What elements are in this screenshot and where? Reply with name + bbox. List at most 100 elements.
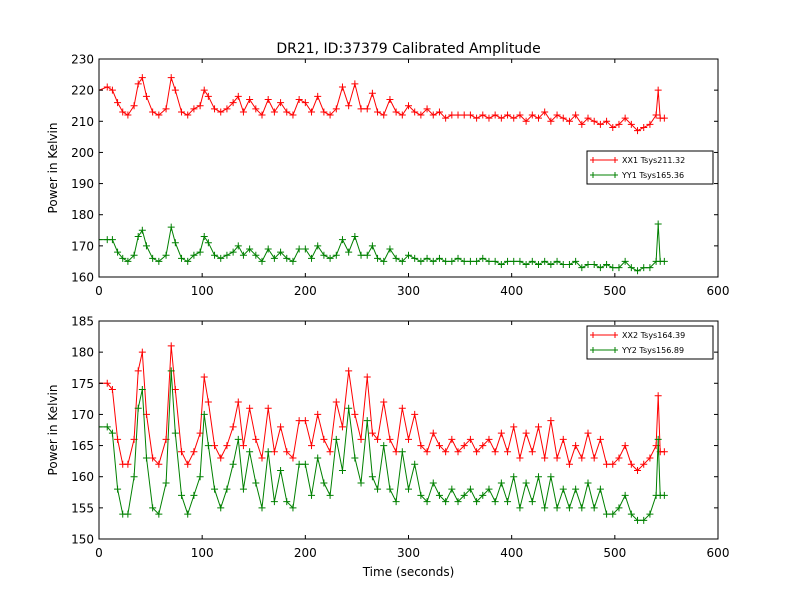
legend-box [586, 325, 714, 360]
y-tick-label: 230 [71, 53, 94, 67]
data-point [246, 95, 254, 103]
data-point [405, 485, 412, 493]
data-point [258, 504, 266, 512]
data-point [246, 404, 254, 412]
data-point [442, 257, 450, 265]
data-point [634, 466, 642, 474]
data-point [479, 111, 487, 119]
data-point [634, 267, 642, 275]
data-point [138, 386, 146, 394]
data-point [239, 108, 247, 116]
data-point [223, 442, 231, 450]
data-point [448, 257, 456, 265]
data-point [485, 485, 493, 493]
x-tick-label: 100 [191, 284, 214, 298]
data-point [621, 257, 629, 265]
data-point [559, 114, 567, 122]
data-point [134, 80, 142, 88]
data-point [351, 410, 359, 418]
data-point [130, 102, 138, 110]
data-point [229, 248, 237, 256]
data-point [171, 429, 179, 437]
data-point [417, 491, 425, 499]
data-point [108, 429, 116, 437]
data-point [239, 251, 247, 259]
data-point [510, 473, 518, 481]
top-series-1 [99, 74, 668, 135]
data-point [541, 504, 549, 512]
x-tick-label: 400 [500, 284, 523, 298]
data-point [584, 261, 592, 269]
data-point [114, 248, 122, 256]
data-point [646, 454, 654, 462]
data-point [565, 504, 573, 512]
data-point [351, 80, 359, 88]
data-point [103, 379, 111, 387]
data-point [380, 257, 388, 265]
data-point [167, 74, 175, 82]
data-point [646, 264, 654, 272]
data-point [308, 491, 316, 499]
data-point [646, 510, 654, 518]
data-point [398, 257, 406, 265]
data-point [211, 442, 219, 450]
data-point [516, 504, 524, 512]
data-point [178, 491, 186, 499]
top-y-axis-label: Power in Kelvin [46, 123, 60, 214]
data-point [528, 111, 536, 119]
data-point [590, 504, 598, 512]
data-point [314, 454, 322, 462]
data-point [332, 251, 340, 259]
data-point [466, 257, 474, 265]
data-point [435, 108, 443, 116]
data-point [200, 86, 208, 94]
data-point [223, 251, 231, 259]
data-point [363, 251, 371, 259]
data-point [289, 454, 297, 462]
data-point [149, 108, 157, 116]
data-point [627, 264, 635, 272]
data-point [149, 504, 157, 512]
data-point [190, 491, 198, 499]
data-point [338, 466, 346, 474]
data-point [332, 105, 340, 113]
data-point [603, 460, 611, 468]
data-point [454, 254, 462, 262]
data-point [234, 92, 242, 100]
data-point [553, 454, 561, 462]
x-tick-label: 400 [500, 546, 523, 560]
data-point [252, 105, 260, 113]
data-point [609, 510, 617, 518]
data-point [405, 102, 412, 110]
data-point [572, 485, 580, 493]
data-point [640, 460, 648, 468]
data-point [196, 102, 204, 110]
data-point [553, 111, 561, 119]
data-point [217, 108, 225, 116]
data-point [522, 261, 530, 269]
data-point [640, 516, 648, 524]
data-point [423, 105, 431, 113]
data-point [380, 111, 388, 119]
data-point [171, 239, 179, 247]
data-point [138, 74, 146, 82]
data-point [528, 498, 536, 506]
data-point [547, 473, 555, 481]
data-point [386, 435, 394, 443]
data-point [217, 254, 225, 262]
data-point [301, 245, 309, 253]
data-point [615, 264, 623, 272]
data-point [258, 257, 266, 265]
data-point [326, 111, 334, 119]
data-point [363, 417, 371, 425]
data-point [149, 454, 157, 462]
data-point [615, 504, 623, 512]
data-point [497, 114, 505, 122]
data-point [448, 435, 456, 443]
data-point [590, 261, 598, 269]
data-point [547, 117, 555, 125]
data-point [534, 114, 542, 122]
data-point [211, 485, 219, 493]
data-point [363, 105, 371, 113]
data-point [374, 108, 382, 116]
